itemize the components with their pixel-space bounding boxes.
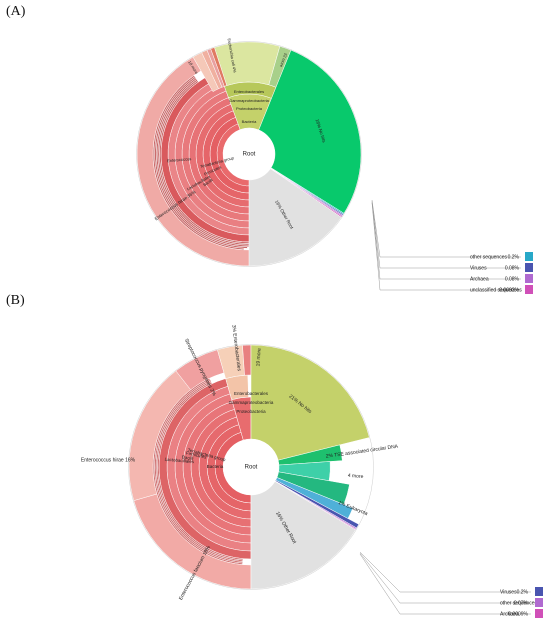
b-leader-line (359, 551, 531, 593)
outer-label-19more-b: 19 more (255, 348, 262, 367)
ring-label-proteobacteria-a: Proteobacteria (236, 106, 263, 111)
b-legend-swatch (535, 609, 543, 618)
outer-ring-b (128, 344, 374, 590)
no-hits-slice-b (250, 344, 370, 461)
a-legend-swatch (525, 263, 533, 272)
a-legend-value: 0.08% (505, 265, 520, 271)
b-legend-value: 0.2% (517, 589, 529, 595)
panel-a-label: (A) (6, 4, 26, 19)
ring-label-enterococcus-a: Enterococcus (167, 156, 192, 163)
center-label-a: Root (243, 152, 256, 158)
a-legend-label: unclassified sequences (470, 287, 522, 293)
b-legend-label: other sequences (500, 600, 537, 606)
a-leader-line (371, 201, 521, 280)
a-legend-swatch (525, 285, 533, 294)
ring-label-bacilli-a: Bacilli (202, 177, 214, 187)
ring-label-bacilli-b: Bacilli (181, 454, 193, 461)
depth-band-a-4 (152, 75, 245, 251)
outer-label-enterobacterales-b: 3% Enterobacterales (230, 325, 242, 372)
b-legend-swatch (535, 587, 543, 596)
ring-label-proteobacteria-b: Proteobacteria (236, 409, 266, 414)
a-legend-value: 0.2% (508, 254, 520, 260)
ring-label-gammaproteobacteria-b: Gammaproteobacteria (229, 400, 274, 405)
a-leader-line (371, 202, 521, 291)
b-legend-swatch (535, 598, 543, 607)
sunburst-a: RootFirmicutesBacilliLactobacillalesTerr… (136, 38, 533, 294)
b-legend-label: Archaea (500, 611, 519, 617)
four-more-label-b: 4 more (348, 473, 364, 480)
ring-label-gammaproteobacteria-a: Gammaproteobacteria (229, 98, 270, 103)
outer-label-hirae-b: Enterococcus hirae 16% (81, 457, 136, 463)
a-leader-line (371, 200, 521, 269)
center-circle-b (224, 440, 278, 494)
a-legend-value: 0.08% (505, 276, 520, 282)
a-leader-line (371, 199, 521, 258)
ring-label-bacteria-a: Bacteria (242, 119, 257, 124)
outer-label-ecoli-a: Escherichia coli 4% (227, 38, 238, 73)
a-legend-label: Archaea (470, 276, 489, 282)
b-legend-value: 0.07% (514, 600, 529, 606)
no-hits-slice-a (258, 49, 362, 214)
a-legend-label: Viruses (470, 265, 487, 271)
other-root-slice-a (248, 168, 342, 267)
a-legend-value: 0.0002% (499, 287, 519, 293)
ring-label-lactobacillales-b: Lactobacillales (164, 457, 195, 465)
other-root-slice-b (250, 481, 356, 590)
ring-label-enterobacterales-a: Enterobacterales (234, 89, 264, 94)
a-legend-swatch (525, 274, 533, 283)
outer-label-22more-a: 22 more (278, 52, 288, 68)
center-circle-a (224, 129, 274, 179)
ring-label-enterobacterales-b: Enterobacterales (234, 391, 269, 396)
panel-b-label: (B) (6, 293, 25, 308)
ring-label-bacteria-b: Bacteria (207, 464, 224, 469)
b-legend-value: 0.0009% (508, 611, 528, 617)
ring-label-firmicutes-b: Firmicutes (186, 450, 208, 459)
b-leader-line (359, 553, 531, 615)
small-orange-slice-a (210, 47, 228, 87)
outer-ring-a (136, 41, 362, 267)
b-legend-label: Viruses (500, 589, 517, 595)
a-legend-swatch (525, 252, 533, 261)
b-leader-line (359, 552, 531, 604)
a-legend-label: other sequences (470, 254, 507, 260)
center-label-b: Root (245, 465, 258, 471)
